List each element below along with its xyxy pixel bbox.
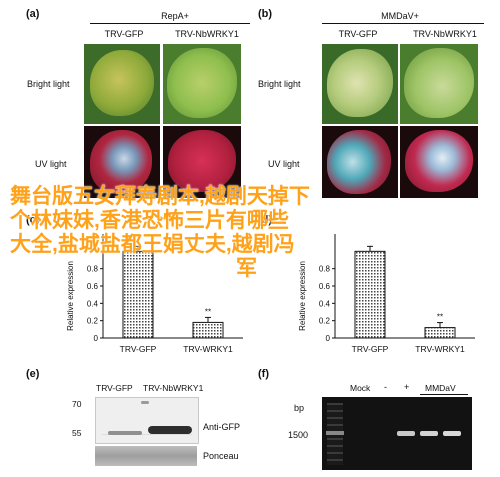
panel-e-col-gfp: TRV-GFP xyxy=(96,383,133,393)
panel-f-lane-line xyxy=(420,394,468,395)
y-axis-label: Relative expression xyxy=(66,261,75,331)
chart-d: 0 0.2 0.4 0.6 0.8 Relative expression TRV-GFP *… xyxy=(298,234,475,354)
panel-a-title: RepA+ xyxy=(161,11,189,21)
overlay-line-1: 舞台版五女拜寿剧本,越剧天掉下 xyxy=(10,185,310,208)
x-tick-label: TRV-GFP xyxy=(120,344,157,354)
x-tick-label: TRV-GFP xyxy=(352,344,389,354)
y-tick-label: 0.2 xyxy=(319,317,331,326)
y-tick-label: 0.4 xyxy=(319,299,331,308)
panel-a-uv-gfp-photo xyxy=(84,126,160,198)
panel-b-uv-gfp-photo xyxy=(322,126,398,198)
x-tick-label: TRV-WRKY1 xyxy=(183,344,233,354)
y-tick-label: 0.2 xyxy=(87,317,99,326)
panel-b-col-gfp: TRV-GFP xyxy=(338,29,378,39)
panel-b-row-bright: Bright light xyxy=(258,79,301,89)
panel-b-uv-wrky1-photo xyxy=(400,126,478,198)
panel-b-title-line xyxy=(322,23,484,24)
panel-e-blot xyxy=(95,397,199,444)
y-tick-label: 0 xyxy=(94,334,99,343)
panel-e-band-antigfp: Anti-GFP xyxy=(203,422,241,432)
bar xyxy=(192,321,224,339)
panel-a-col-wrky1: TRV-NbWRKY1 xyxy=(175,29,239,39)
panel-b-bright-wrky1-photo xyxy=(400,44,478,124)
panel-b-row-uv: UV light xyxy=(268,159,300,169)
y-tick-label: 0 xyxy=(326,334,331,343)
chart-c: 0 0.2 0.4 0.6 0.8 Relative expression TRV-GFP *… xyxy=(66,234,243,354)
y-tick-label: 0.4 xyxy=(87,299,99,308)
y-tick-label: 0.8 xyxy=(87,265,99,274)
bar xyxy=(122,250,154,339)
bar xyxy=(354,250,386,339)
overlay-line-4: 军 xyxy=(236,257,257,280)
panel-e-marker-55: 55 xyxy=(72,428,82,438)
panel-f-unit: bp xyxy=(294,403,305,413)
panel-c-label: (c) xyxy=(26,214,40,226)
panel-f-label: (f) xyxy=(258,368,269,380)
y-tick-label: 0.6 xyxy=(87,282,99,291)
panel-b-label: (b) xyxy=(258,8,273,20)
panel-a-bright-gfp-photo xyxy=(84,44,160,124)
panel-e-marker-70: 70 xyxy=(72,399,82,409)
panel-a-col-gfp: TRV-GFP xyxy=(104,29,144,39)
bar xyxy=(424,327,456,339)
panel-e-col-wrky1: TRV-NbWRKY1 xyxy=(143,383,204,393)
panel-a-uv-wrky1-photo xyxy=(163,126,241,198)
panel-a-title-line xyxy=(90,23,250,24)
panel-f-gel xyxy=(322,397,472,470)
y-axis-label: Relative expression xyxy=(298,261,307,331)
panel-e-label: (e) xyxy=(26,368,40,380)
panel-e-ponceau-strip xyxy=(95,446,197,466)
panel-b-col-wrky1: TRV-NbWRKY1 xyxy=(413,29,477,39)
overlay-line-2: 个林妹妹,香港恐怖三片有哪些 xyxy=(10,209,289,232)
panel-a-bright-wrky1-photo xyxy=(163,44,241,124)
y-tick-label: 0.6 xyxy=(319,282,331,291)
panel-a-row-uv: UV light xyxy=(35,159,67,169)
significance-label: ** xyxy=(437,313,443,322)
overlay-line-3: 大全,盐城盐都王娟丈夫,越剧冯 xyxy=(10,233,295,256)
panel-e-band-ponceau: Ponceau xyxy=(203,451,239,461)
panel-d-label: (d) xyxy=(258,214,273,226)
panel-f-lane-minus: - xyxy=(384,382,387,392)
panel-b-title: MMDaV+ xyxy=(381,11,419,21)
x-tick-label: TRV-WRKY1 xyxy=(415,344,465,354)
y-tick-label: 0.8 xyxy=(319,265,331,274)
panel-f-marker: 1500 xyxy=(288,430,309,440)
panel-f-lane-mmdav: MMDaV xyxy=(425,383,456,393)
panel-a-row-bright: Bright light xyxy=(27,79,70,89)
panel-f-lane-plus: + xyxy=(404,382,410,392)
panel-f-lane-mock: Mock xyxy=(350,383,371,393)
panel-b-bright-gfp-photo xyxy=(322,44,398,124)
significance-label: ** xyxy=(205,307,211,316)
panel-a-label: (a) xyxy=(26,8,40,20)
